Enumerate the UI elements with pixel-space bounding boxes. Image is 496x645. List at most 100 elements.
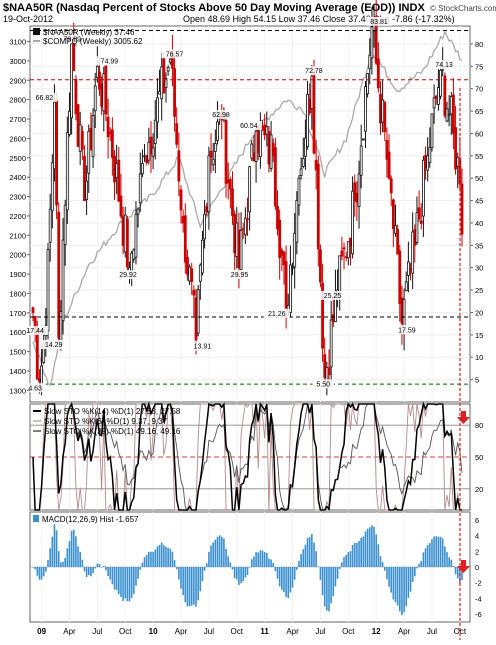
macd-tick-label: -4 (475, 594, 482, 603)
candle-body (243, 217, 247, 236)
macd-bar (285, 567, 287, 597)
macd-bar (96, 563, 99, 567)
x-axis-label: 11 (260, 627, 269, 636)
macd-bar (276, 567, 279, 579)
macd-bar (75, 536, 77, 567)
macd-bar (255, 552, 257, 567)
macd-bar (53, 524, 56, 567)
candle-body (76, 104, 80, 147)
candle-body (449, 96, 453, 115)
annotation-bg (300, 66, 327, 76)
candle-body (355, 192, 359, 203)
candle-body (149, 136, 153, 155)
x-axis-label: Apr (398, 627, 411, 636)
macd-bar (441, 538, 444, 567)
candle-body (68, 110, 71, 135)
macd-bar (289, 567, 292, 593)
macd-bar (336, 567, 339, 579)
macd-bar (126, 567, 129, 602)
macd-bar (223, 538, 225, 567)
macd-bar (214, 539, 217, 567)
macd-bar (188, 567, 191, 607)
annotation-bg (235, 121, 262, 131)
macd-bar (94, 567, 97, 569)
macd-bar (293, 567, 296, 580)
macd-bar (163, 545, 165, 567)
macd-bar (36, 567, 39, 576)
annotation-label: 76.57 (166, 51, 184, 58)
macd-bar (34, 567, 36, 570)
candle-body (351, 190, 355, 255)
candle-body (162, 57, 166, 94)
candle-body (140, 163, 144, 175)
candle-body (224, 119, 228, 184)
macd-tick-label: -2 (475, 579, 482, 588)
main-legend-swatch (33, 28, 40, 35)
macd-bar (332, 567, 335, 597)
macd-bar (358, 540, 360, 567)
candle-body (192, 290, 196, 296)
macd-bar (133, 567, 135, 594)
candle-body (299, 168, 303, 176)
value-annotations: 4.63 17.44 66.82 14.29 79.89 74.99 29.92 76.57 1… (22, 16, 458, 393)
macd-bar (203, 567, 206, 571)
macd-bar (139, 567, 142, 570)
x-axis-label: Oct (231, 627, 244, 636)
sto-tick-label: 80 (475, 421, 483, 430)
macd-bar (433, 536, 435, 567)
macd-bar (268, 558, 270, 567)
candle-body (252, 152, 256, 162)
candle-body (263, 124, 267, 136)
right-tick-label: 50 (475, 174, 483, 183)
left-tick-label: 2000 (9, 251, 26, 260)
left-tick-label: 3100 (9, 38, 26, 47)
candle-body (194, 297, 198, 341)
macd-bar (81, 559, 84, 567)
candle-body (394, 225, 397, 234)
macd-bar (40, 567, 43, 580)
macd-bar (416, 567, 418, 569)
macd-bar (122, 567, 124, 601)
macd-bar (60, 562, 62, 567)
candle-body (48, 208, 52, 243)
macd-bar (38, 567, 41, 580)
macd-bar (154, 549, 157, 567)
macd-bar (317, 566, 320, 567)
sto-down-arrow-icon (457, 411, 470, 424)
macd-bar (92, 567, 94, 574)
annotation-label: 29.95 (231, 272, 249, 279)
macd-bar (341, 562, 343, 567)
candle-body (357, 173, 361, 207)
macd-tick-label: -6 (475, 610, 482, 619)
main-legend-label: $NAA50R (Weekly) 37.46 (43, 28, 135, 37)
candle-body (364, 86, 367, 132)
macd-bar (396, 567, 399, 606)
macd-bar (169, 548, 172, 567)
macd-legend-label: MACD(12,26,9) Hist -1.657 (42, 515, 139, 524)
candle-body (342, 247, 346, 250)
candle-body (398, 250, 402, 304)
candle-body (282, 251, 286, 266)
candle-body (258, 125, 262, 157)
macd-bar (334, 567, 337, 587)
candle-body (452, 94, 455, 134)
macd-bar (233, 567, 236, 579)
left-tick-label: 2800 (9, 96, 26, 105)
candle-body (83, 156, 86, 201)
annotation-label: 13.91 (194, 344, 212, 351)
macd-bar (244, 567, 247, 578)
candle-body (308, 98, 312, 114)
annotation-bg (40, 340, 67, 350)
candle-body (443, 75, 447, 116)
candle-body (434, 95, 438, 100)
annotation-label: 74.99 (101, 58, 119, 65)
macd-bar (388, 567, 390, 587)
annotation-bg (226, 269, 253, 279)
candle-body (340, 250, 344, 257)
reference-lines (30, 29, 470, 385)
candle-body (379, 93, 382, 124)
candle-body (74, 78, 78, 114)
macd-bar (171, 551, 174, 567)
macd-bar (347, 552, 350, 567)
candle-body (119, 195, 123, 217)
